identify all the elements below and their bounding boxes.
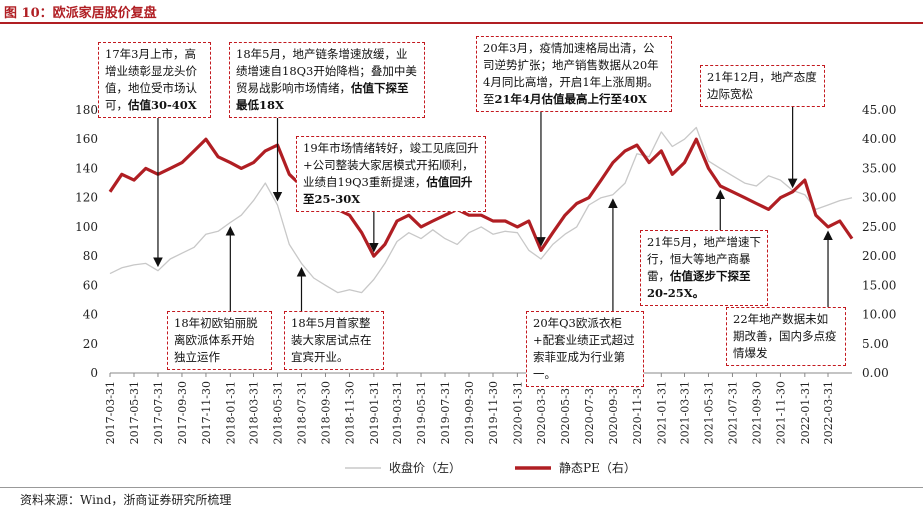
x-tick-label: 2021-11-30: [774, 381, 787, 444]
stock-chart: 0 20 40 60 80 100 120 140 160 180 0.00 5.00 10.00 15.…: [75, 103, 896, 475]
x-tick-label: 2017-05-31: [128, 381, 141, 444]
y-right-tick-label: 20.00: [862, 249, 896, 263]
annotation-2020-q3-leader: 20年Q3欧派衣柜+配套业绩正式超过索菲亚成为行业第一。: [526, 311, 644, 387]
chart-axes: 0 20 40 60 80 100 120 140 160 180 0.00 5.00 10.00 15.…: [75, 103, 896, 444]
y-right-tick-label: 45.00: [862, 103, 896, 117]
x-tick-label: 2020-01-31: [511, 381, 524, 444]
x-tick-label: 2022-03-31: [822, 381, 835, 444]
x-tick-label: 2018-05-31: [272, 381, 285, 444]
y-right-tick-label: 35.00: [862, 161, 896, 175]
y-left-tick-label: 140: [75, 161, 98, 175]
x-tick-label: 2018-07-31: [295, 381, 308, 444]
y-right-tick-label: 10.00: [862, 308, 896, 322]
y-left-tick-label: 180: [75, 103, 98, 117]
y-right-tick-label: 25.00: [862, 220, 896, 234]
x-tick-label: 2017-09-30: [176, 381, 189, 444]
y-right-tick-label: 40.00: [862, 132, 896, 146]
x-tick-label: 2019-05-31: [415, 381, 428, 444]
x-tick-label: 2017-07-31: [152, 381, 165, 444]
y-right-tick-label: 30.00: [862, 191, 896, 205]
x-tick-label: 2021-09-30: [750, 381, 763, 444]
chart-legend: 收盘价（左） 静态PE（右）: [345, 460, 636, 475]
y-left-tick-label: 40: [83, 308, 98, 322]
y-left-tick-label: 100: [75, 220, 98, 234]
annotation-arrows: [153, 107, 833, 311]
x-tick-label: 2018-09-30: [319, 381, 332, 444]
annotation-2020-march: 20年3月，疫情加速格局出清，公司逆势扩张；地产销售数据从20年4月同比高增，开…: [476, 36, 672, 112]
title-rule: [0, 22, 923, 24]
x-tick-label: 2021-05-31: [702, 381, 715, 444]
static-pe-line: [108, 137, 854, 258]
close-price-line: [109, 126, 853, 294]
annotation-2017-ipo: 17年3月上市，高增业绩彰显龙头价值，地位受市场认可，估值30-40X: [98, 42, 211, 118]
x-tick-label: 2020-11-30: [631, 381, 644, 444]
y-right-tick-label: 5.00: [862, 337, 889, 351]
x-tick-label: 2019-03-31: [391, 381, 404, 444]
x-tick-label: 2018-11-30: [343, 381, 356, 444]
x-tick-label: 2021-03-31: [678, 381, 691, 444]
x-tick-label: 2019-01-31: [368, 381, 381, 444]
y-left-tick-label: 0: [90, 366, 98, 380]
x-tick-label: 2021-01-31: [655, 381, 668, 444]
annotation-2018-oppein-platinum: 18年初欧铂丽脱离欧派体系开始独立运作: [167, 311, 272, 370]
y-left-tick-label: 160: [75, 132, 98, 146]
series-layer: [108, 126, 854, 294]
y-left-tick-label: 120: [75, 191, 98, 205]
x-tick-label: 2020-09-30: [607, 381, 620, 444]
x-tick-label: 2020-07-31: [583, 381, 596, 444]
legend-label: 静态PE（右）: [559, 460, 636, 475]
x-tick-label: 2019-09-30: [463, 381, 476, 444]
x-tick-label: 2017-03-31: [104, 381, 117, 444]
y-left-tick-label: 80: [83, 249, 98, 263]
annotation-2022-covid: 22年地产数据未如期改善，国内多点疫情爆发: [726, 307, 846, 366]
x-tick-label: 2017-11-30: [200, 381, 213, 444]
y-left-tick-label: 20: [83, 337, 98, 351]
x-tick-label: 2020-05-31: [559, 381, 572, 444]
x-tick-label: 2018-03-31: [248, 381, 261, 444]
y-left-tick-label: 60: [83, 278, 98, 292]
annotation-2019-recovery: 19年市场情绪转好，竣工见底回升+公司整装大家居模式开拓顺利，业绩自19Q3重新…: [296, 136, 486, 212]
source-note: 资料来源：Wind，浙商证券研究所梳理: [20, 493, 232, 507]
x-tick-label: 2022-01-31: [799, 381, 812, 444]
annotation-2021-may: 21年5月，地产增速下行，恒大等地产商暴雷，估值逐步下探至20-25X。: [640, 230, 768, 306]
x-tick-label: 2019-07-31: [439, 381, 452, 444]
annotation-2018-may: 18年5月，地产链条增速放缓，业绩增速自18Q3开始降档；叠加中美贸易战影响市场…: [229, 42, 425, 118]
x-tick-label: 2021-07-31: [726, 381, 739, 444]
annotation-2018-yibin-store: 18年5月首家整装大家居试点在宜宾开业。: [284, 311, 384, 370]
y-right-tick-label: 15.00: [862, 278, 896, 292]
y-right-tick-label: 0.00: [862, 366, 889, 380]
x-tick-label: 2020-03-31: [535, 381, 548, 444]
source-rule: [0, 487, 923, 488]
legend-label: 收盘价（左）: [389, 460, 461, 475]
figure-title: 图 10：欧派家居股价复盘: [4, 6, 157, 21]
x-tick-label: 2019-11-30: [487, 381, 500, 444]
x-tick-label: 2018-01-31: [224, 381, 237, 444]
annotation-2021-december: 21年12月，地产态度边际宽松: [700, 65, 825, 107]
